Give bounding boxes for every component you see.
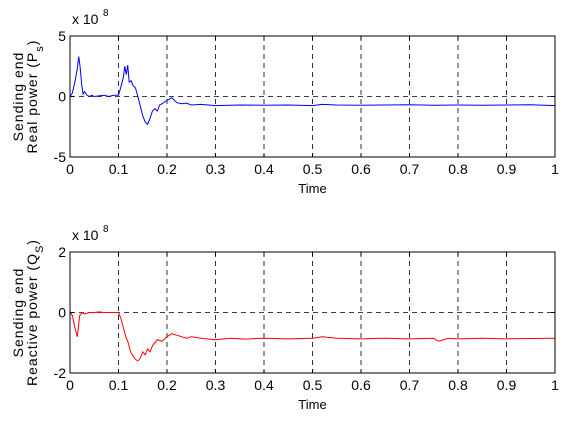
y-tick-label: -5 bbox=[54, 149, 67, 165]
y-axis-label-text: Real power (P bbox=[24, 52, 40, 154]
x-tick-label: 0.4 bbox=[254, 161, 274, 177]
x-tick-label: 0.9 bbox=[497, 377, 517, 393]
y-axis-label-subscript: S bbox=[34, 245, 46, 253]
x-axis-label: Time bbox=[298, 397, 326, 412]
x-tick-label: 0.2 bbox=[157, 377, 177, 393]
x-tick-label: 0.9 bbox=[497, 161, 517, 177]
exponent-label: x 10 bbox=[72, 227, 99, 243]
x-tick-label: 0.2 bbox=[157, 161, 177, 177]
x-tick-label: 0.5 bbox=[303, 161, 323, 177]
x-tick-label: 0.8 bbox=[448, 377, 468, 393]
y-tick-label: 2 bbox=[58, 244, 66, 260]
y-axis-label-line2: Real power (Ps) bbox=[24, 40, 46, 154]
x-tick-label: 0.4 bbox=[254, 377, 274, 393]
x-tick-label: 0.7 bbox=[400, 377, 420, 393]
x-tick-label: 0 bbox=[66, 161, 74, 177]
y-tick-label: 0 bbox=[58, 305, 66, 321]
x-tick-label: 0.1 bbox=[109, 377, 129, 393]
y-tick-label: 0 bbox=[58, 89, 66, 105]
exponent-power: 8 bbox=[103, 8, 109, 19]
x-tick-label: 0.7 bbox=[400, 161, 420, 177]
y-axis-label-close: ) bbox=[24, 239, 40, 245]
x-tick-label: 0.6 bbox=[351, 161, 371, 177]
series-line bbox=[69, 311, 556, 362]
x-axis-label: Time bbox=[298, 181, 326, 196]
y-axis-label-close: ) bbox=[24, 40, 40, 46]
y-axis-label-text: Reactive power (Q bbox=[24, 253, 40, 386]
x-tick-label: 0.3 bbox=[206, 161, 226, 177]
exponent-label: x 10 bbox=[72, 11, 99, 27]
y-tick-label: 5 bbox=[58, 28, 66, 44]
x-tick-label: 0.5 bbox=[303, 377, 323, 393]
series-line bbox=[69, 56, 556, 126]
x-tick-label: 0.8 bbox=[448, 161, 468, 177]
y-axis-label-subscript: s bbox=[34, 45, 46, 52]
y-axis-label-line1: Sending end bbox=[10, 52, 26, 142]
x-tick-label: 0.3 bbox=[206, 377, 226, 393]
x-tick-label: 1 bbox=[551, 377, 559, 393]
x-tick-label: 0.1 bbox=[109, 161, 129, 177]
y-tick-label: -2 bbox=[54, 365, 67, 381]
x-tick-label: 0 bbox=[66, 377, 74, 393]
y-axis-label-line1: Sending end bbox=[10, 268, 26, 358]
y-axis-label-line2: Reactive power (QS) bbox=[24, 239, 46, 386]
x-tick-label: 0.6 bbox=[351, 377, 371, 393]
exponent-power: 8 bbox=[103, 224, 109, 235]
x-tick-label: 1 bbox=[551, 161, 559, 177]
